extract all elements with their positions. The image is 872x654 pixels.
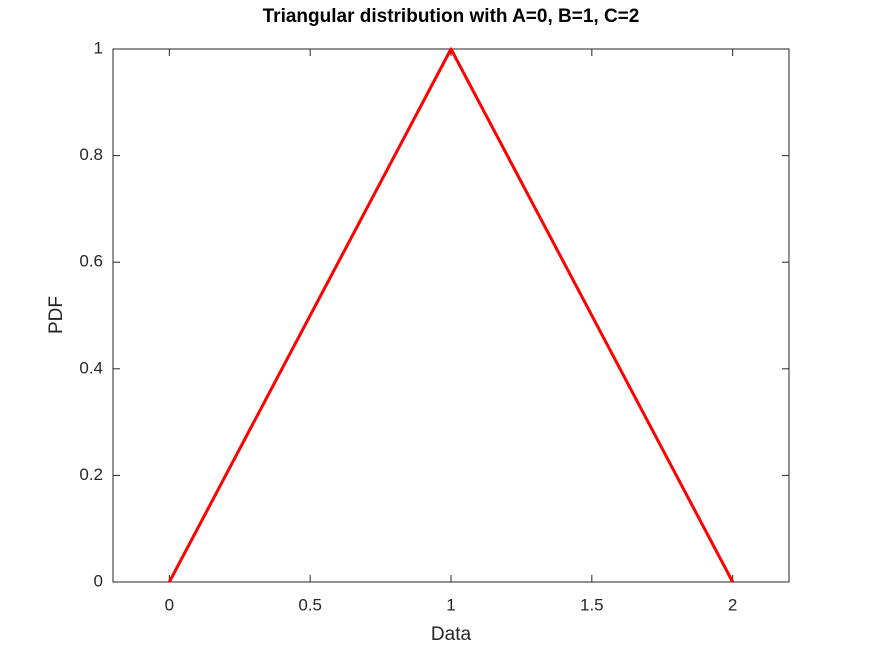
y-tick-label: 0.4: [79, 358, 103, 377]
plot-area: [112, 48, 790, 583]
x-tick-label: 1: [446, 595, 455, 614]
x-tick-label: 0: [165, 595, 174, 614]
chart-title: Triangular distribution with A=0, B=1, C…: [263, 6, 640, 27]
x-tick-label: 1.5: [580, 595, 604, 614]
data-line: [168, 47, 734, 583]
y-tick-label: 0.2: [79, 465, 103, 484]
x-tick-label: 0.5: [298, 595, 322, 614]
x-axis-label: Data: [431, 624, 472, 645]
y-tick-label: 0.6: [79, 252, 103, 271]
y-tick-label: 0: [94, 571, 103, 590]
x-tick-label: 2: [728, 595, 737, 614]
y-tick-label: 1: [94, 38, 103, 57]
y-axis-label: PDF: [46, 296, 67, 334]
y-tick-label: 0.8: [79, 145, 103, 164]
